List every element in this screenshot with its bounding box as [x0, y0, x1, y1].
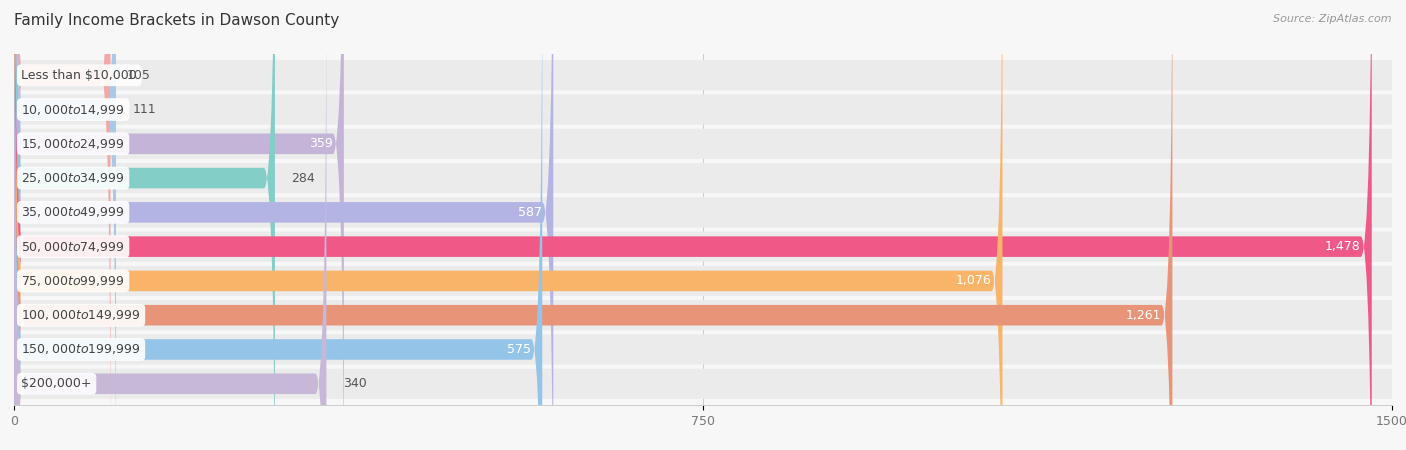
Text: 340: 340: [343, 377, 367, 390]
Text: 575: 575: [508, 343, 531, 356]
FancyBboxPatch shape: [14, 129, 1392, 159]
FancyBboxPatch shape: [14, 232, 1392, 262]
Text: $50,000 to $74,999: $50,000 to $74,999: [21, 240, 125, 254]
Text: Source: ZipAtlas.com: Source: ZipAtlas.com: [1274, 14, 1392, 23]
Text: 1,478: 1,478: [1324, 240, 1361, 253]
FancyBboxPatch shape: [14, 0, 117, 450]
FancyBboxPatch shape: [14, 0, 543, 450]
FancyBboxPatch shape: [14, 0, 1173, 450]
Text: 105: 105: [127, 69, 150, 82]
FancyBboxPatch shape: [14, 163, 1392, 193]
Text: Family Income Brackets in Dawson County: Family Income Brackets in Dawson County: [14, 14, 339, 28]
FancyBboxPatch shape: [14, 0, 1002, 450]
FancyBboxPatch shape: [14, 197, 1392, 227]
Text: 587: 587: [519, 206, 543, 219]
FancyBboxPatch shape: [14, 0, 111, 450]
FancyBboxPatch shape: [14, 0, 276, 450]
FancyBboxPatch shape: [14, 266, 1392, 296]
FancyBboxPatch shape: [14, 334, 1392, 365]
Text: $15,000 to $24,999: $15,000 to $24,999: [21, 137, 125, 151]
FancyBboxPatch shape: [14, 0, 1372, 450]
Text: $35,000 to $49,999: $35,000 to $49,999: [21, 205, 125, 219]
Text: 1,076: 1,076: [956, 274, 991, 288]
FancyBboxPatch shape: [14, 300, 1392, 330]
Text: 111: 111: [132, 103, 156, 116]
FancyBboxPatch shape: [14, 0, 554, 450]
Text: $10,000 to $14,999: $10,000 to $14,999: [21, 103, 125, 117]
Text: $100,000 to $149,999: $100,000 to $149,999: [21, 308, 141, 322]
Text: 1,261: 1,261: [1126, 309, 1161, 322]
Text: 284: 284: [291, 171, 315, 184]
FancyBboxPatch shape: [14, 0, 326, 450]
FancyBboxPatch shape: [14, 60, 1392, 90]
FancyBboxPatch shape: [14, 369, 1392, 399]
Text: $150,000 to $199,999: $150,000 to $199,999: [21, 342, 141, 356]
FancyBboxPatch shape: [14, 0, 344, 450]
Text: Less than $10,000: Less than $10,000: [21, 69, 138, 82]
FancyBboxPatch shape: [14, 94, 1392, 125]
Text: $25,000 to $34,999: $25,000 to $34,999: [21, 171, 125, 185]
Text: $200,000+: $200,000+: [21, 377, 91, 390]
Text: 359: 359: [309, 137, 333, 150]
Text: $75,000 to $99,999: $75,000 to $99,999: [21, 274, 125, 288]
